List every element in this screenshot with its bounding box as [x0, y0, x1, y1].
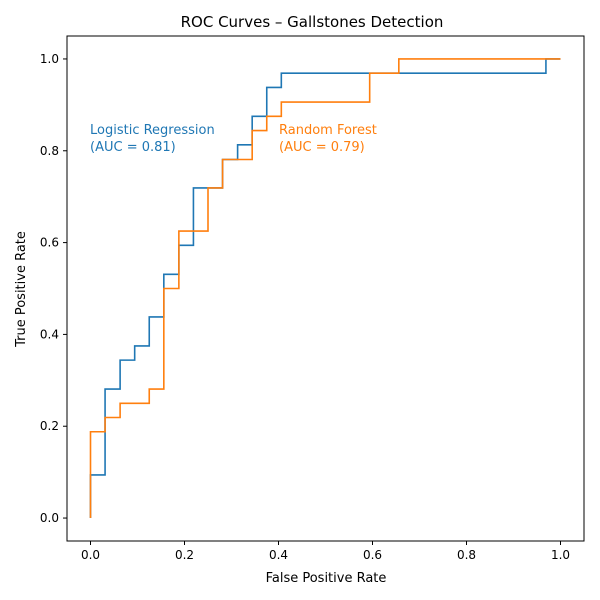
plot-area: 0.0 0.2 0.4 0.6 0.8 1.0 0.0 0.2 0.4 0.6 0.8 1.0 Lo… — [40, 35, 585, 562]
y-tick-label: 0.0 — [40, 511, 59, 525]
x-tick-label: 1.0 — [551, 548, 570, 562]
y-tick-label: 0.6 — [40, 236, 59, 250]
chart-title: ROC Curves – Gallstones Detection — [181, 13, 444, 31]
y-tick-label: 1.0 — [40, 52, 59, 66]
x-tick-label: 0.2 — [175, 548, 194, 562]
x-axis-label: False Positive Rate — [266, 571, 387, 586]
legend-label-random-forest: Random Forest — [279, 123, 377, 138]
series-layer — [89, 58, 561, 519]
y-tick-label: 0.8 — [40, 144, 59, 158]
axes-frame — [66, 35, 585, 542]
x-tick-label: 0.4 — [269, 548, 288, 562]
x-tick-label: 0.6 — [363, 548, 382, 562]
y-tick-label: 0.2 — [40, 419, 59, 433]
legend-auc-logistic-regression: (AUC = 0.81) — [90, 140, 176, 155]
roc-curve-random-forest — [89, 58, 561, 519]
x-tick-label: 0.0 — [81, 548, 100, 562]
y-axis-label: True Positive Rate — [14, 231, 29, 348]
y-axis-ticks: 0.0 0.2 0.4 0.6 0.8 1.0 — [40, 52, 67, 525]
y-tick-label: 0.4 — [40, 327, 59, 341]
x-axis-ticks: 0.0 0.2 0.4 0.6 0.8 1.0 — [81, 541, 570, 562]
legend-auc-random-forest: (AUC = 0.79) — [279, 140, 365, 155]
x-tick-label: 0.8 — [457, 548, 476, 562]
roc-curve-logistic-regression — [89, 58, 561, 519]
legend-label-logistic-regression: Logistic Regression — [90, 123, 215, 138]
